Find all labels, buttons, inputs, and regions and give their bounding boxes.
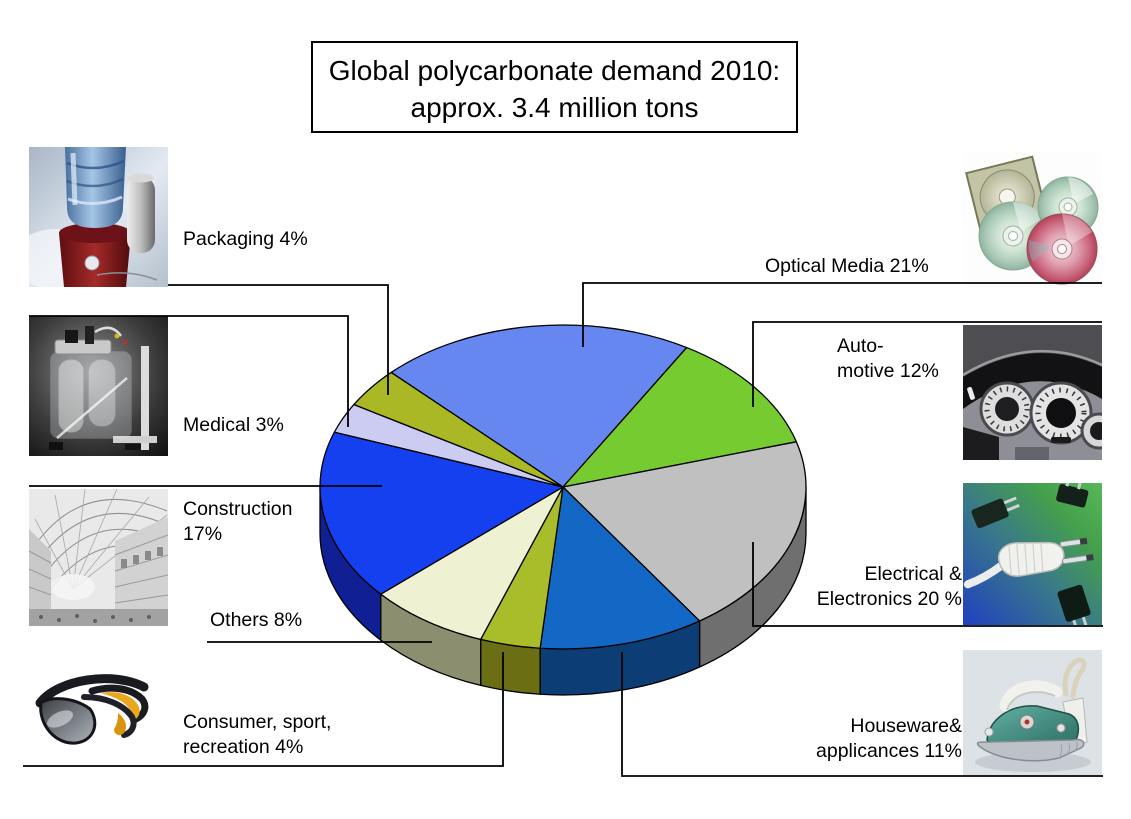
label-optical-media: Optical Media 21% — [765, 254, 929, 279]
label-packaging-line1: Packaging 4% — [183, 228, 308, 250]
pie-slice-packaging — [353, 371, 564, 488]
leader-line-consumer-sport-recreation — [23, 652, 504, 767]
label-houseware-line1: Houseware& — [850, 715, 962, 737]
label-construction-line2: 17% — [183, 523, 223, 545]
pie-slice-houseware-appliances — [539, 486, 701, 650]
photo-compact-discs — [963, 152, 1102, 287]
label-construction: Construction 17% — [183, 497, 292, 547]
plug-illustration — [963, 483, 1102, 625]
leader-line-medical — [29, 315, 349, 427]
photo-medical-equipment — [29, 316, 168, 456]
chart-title: Global polycarbonate demand 2010: approx… — [311, 41, 798, 133]
dashboard-illustration — [963, 325, 1102, 460]
label-automotive-line2: motive 12% — [837, 360, 939, 382]
sunglasses-illustration — [35, 674, 149, 745]
leader-line-houseware-appliances — [621, 652, 1103, 777]
photo-car-dashboard — [963, 325, 1102, 460]
label-houseware-line2: applicances 11% — [816, 740, 962, 762]
label-medical-line1: Medical 3% — [183, 414, 284, 436]
label-houseware-appliances: Houseware& applicances 11% — [790, 714, 962, 764]
label-packaging: Packaging 4% — [183, 227, 308, 252]
photo-sport-sunglasses — [30, 663, 163, 763]
leader-line-packaging — [168, 284, 389, 395]
pie-slice-optical-media — [390, 324, 688, 488]
chart-title-line1: Global polycarbonate demand 2010: — [328, 55, 781, 86]
label-others: Others 8% — [210, 608, 302, 633]
leader-lines — [23, 282, 1103, 777]
water-bottle-illustration — [29, 147, 168, 287]
pie-slice-electrical-electronics — [562, 441, 807, 622]
label-optical-line1: Optical Media 21% — [765, 255, 929, 277]
pie-chart — [319, 324, 807, 696]
pie-slice-automotive — [562, 346, 798, 488]
leader-line-optical-media — [582, 282, 1102, 347]
medical-apparatus-illustration — [29, 316, 168, 456]
glass-roof-arcade-illustration — [29, 489, 168, 626]
label-electrical-electronics: Electrical & Electronics 20 % — [790, 562, 962, 612]
label-construction-line1: Construction — [183, 498, 293, 520]
label-automotive: Auto- motive 12% — [837, 334, 939, 384]
cds-illustration — [963, 152, 1102, 287]
label-consumer-line1: Consumer, sport, — [183, 711, 332, 733]
leader-line-electrical-electronics — [752, 542, 1103, 627]
label-consumer-sport-recreation: Consumer, sport, recreation 4% — [183, 710, 331, 760]
iron-illustration — [963, 650, 1102, 775]
label-electrical-line1: Electrical & — [864, 563, 962, 585]
label-consumer-line2: recreation 4% — [183, 736, 304, 758]
label-others-line1: Others 8% — [210, 609, 303, 631]
photo-electrical-plug — [963, 483, 1102, 625]
label-automotive-line1: Auto- — [837, 335, 884, 357]
label-medical: Medical 3% — [183, 413, 284, 438]
photo-steam-iron — [963, 650, 1102, 775]
pie-slice-others — [380, 486, 564, 641]
chart-title-line2: approx. 3.4 million tons — [410, 92, 699, 123]
leader-line-automotive — [752, 321, 1102, 407]
photo-construction-arcade — [29, 489, 168, 626]
label-electrical-line2: Electronics 20 % — [816, 588, 962, 610]
photo-packaging-water-bottle — [29, 147, 168, 287]
